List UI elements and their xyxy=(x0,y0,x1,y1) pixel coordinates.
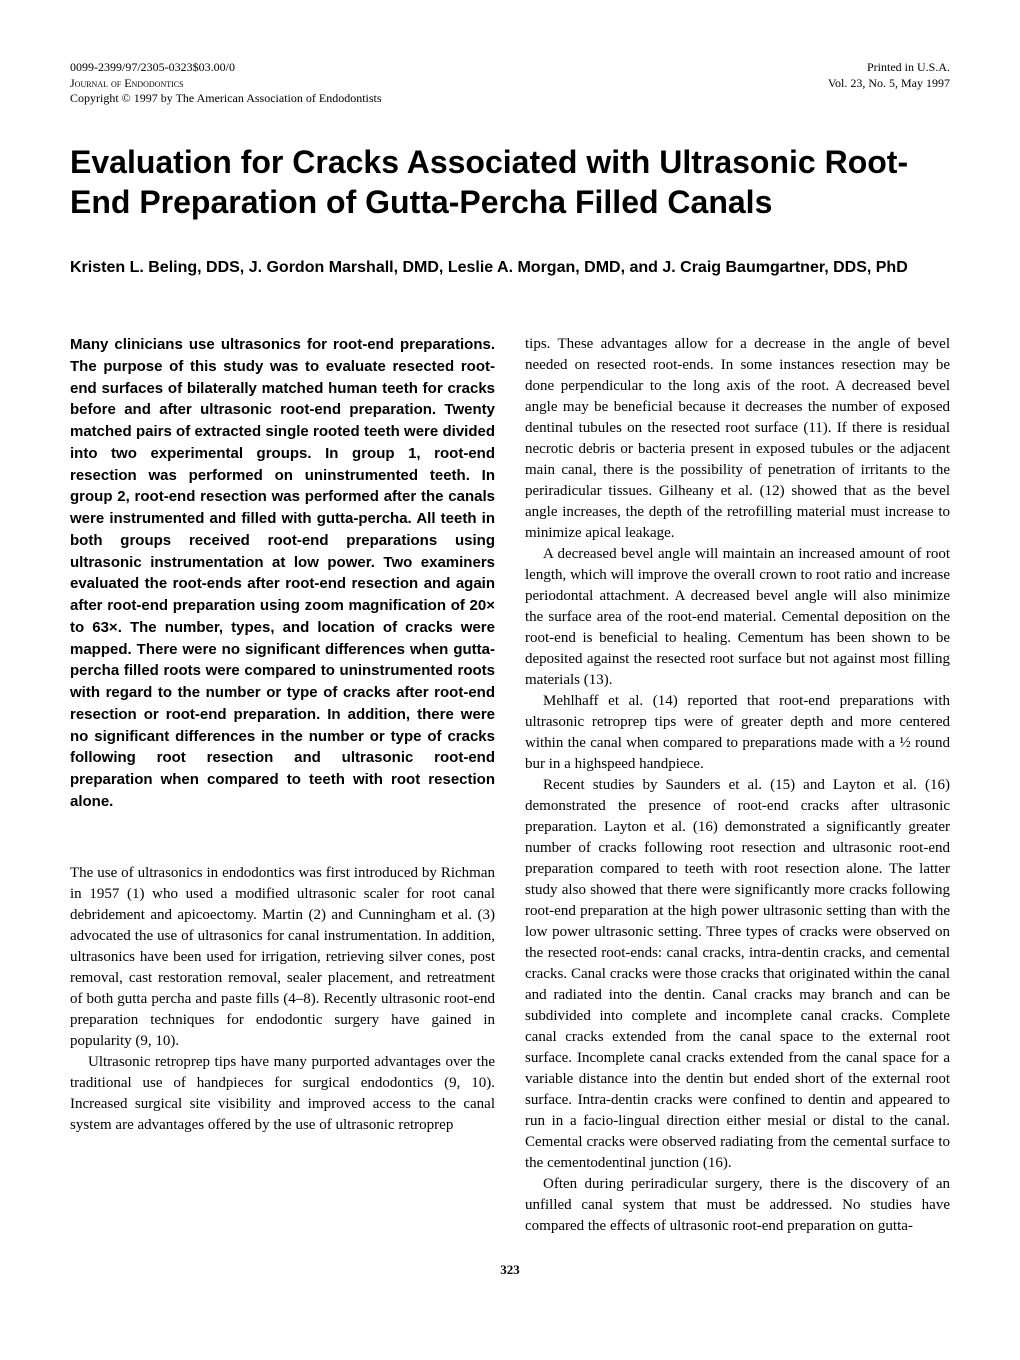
journal-name: Journal of Endodontics xyxy=(70,76,382,92)
header-left: 0099-2399/97/2305-0323$03.00/0 Journal o… xyxy=(70,60,382,107)
left-column: Many clinicians use ultrasonics for root… xyxy=(70,334,495,1237)
authors: Kristen L. Beling, DDS, J. Gordon Marsha… xyxy=(70,257,950,279)
abstract: Many clinicians use ultrasonics for root… xyxy=(70,334,495,813)
paragraph: Recent studies by Saunders et al. (15) a… xyxy=(525,775,950,1174)
body-text-right: tips. These advantages allow for a decre… xyxy=(525,334,950,1237)
right-column: tips. These advantages allow for a decre… xyxy=(525,334,950,1237)
issn-line: 0099-2399/97/2305-0323$03.00/0 xyxy=(70,60,382,76)
two-column-layout: Many clinicians use ultrasonics for root… xyxy=(70,334,950,1237)
copyright-line: Copyright © 1997 by The American Associa… xyxy=(70,91,382,107)
volume-line: Vol. 23, No. 5, May 1997 xyxy=(828,76,950,92)
paragraph: tips. These advantages allow for a decre… xyxy=(525,334,950,544)
printed-line: Printed in U.S.A. xyxy=(828,60,950,76)
article-title: Evaluation for Cracks Associated with Ul… xyxy=(70,142,950,222)
paragraph: The use of ultrasonics in endodontics wa… xyxy=(70,863,495,1052)
body-text-left: The use of ultrasonics in endodontics wa… xyxy=(70,863,495,1136)
paragraph: Ultrasonic retroprep tips have many purp… xyxy=(70,1052,495,1136)
header-right: Printed in U.S.A. Vol. 23, No. 5, May 19… xyxy=(828,60,950,107)
paragraph: Mehlhaff et al. (14) reported that root-… xyxy=(525,691,950,775)
paragraph: A decreased bevel angle will maintain an… xyxy=(525,544,950,691)
page-header: 0099-2399/97/2305-0323$03.00/0 Journal o… xyxy=(70,60,950,107)
paragraph: Often during periradicular surgery, ther… xyxy=(525,1174,950,1237)
page-number: 323 xyxy=(70,1262,950,1278)
